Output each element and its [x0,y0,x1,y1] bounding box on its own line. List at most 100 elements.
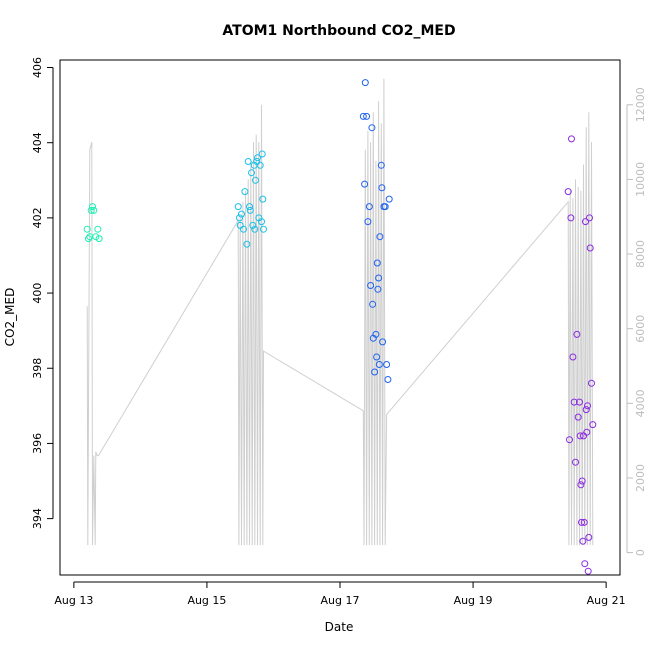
data-point [378,184,386,192]
data-point [583,428,591,436]
data-point [373,259,381,267]
x-tick-label: Aug 19 [454,594,493,607]
y-left-tick-label: 404 [31,132,44,153]
data-point [251,225,259,233]
data-point [589,421,597,429]
plot-frame [59,59,621,576]
y-right-tick-label: 8000 [634,240,647,268]
data-point [381,203,389,211]
data-point [574,413,582,421]
data-point [234,203,242,211]
data-point [376,233,384,241]
data-point [365,203,373,211]
data-point [569,353,577,361]
data-point [87,206,95,214]
data-point [578,477,586,485]
data-point [566,436,573,444]
x-tick-label: Aug 13 [54,594,93,607]
data-point [258,150,266,158]
x-axis: Aug 13 Aug 15 Aug 17 Aug 19 Aug 21 [54,581,626,607]
data-point [582,406,590,414]
y-right-tick-label: 0 [634,549,647,556]
data-point [90,206,98,214]
data-point [379,338,387,346]
data-point [383,361,391,368]
data-point [85,235,92,243]
data-point [241,188,249,196]
data-point [584,402,591,410]
data-point [588,379,595,387]
data-point [371,368,379,376]
data-point [375,361,383,368]
data-point [95,235,103,243]
x-axis-label: Date [325,620,354,634]
data-point [244,158,252,165]
data-point [567,214,575,222]
y-left-tick-label: 402 [31,207,44,228]
data-point [361,79,369,87]
data-point [248,169,255,177]
data-point [578,518,585,526]
data-point [259,195,267,203]
data-point [564,188,572,196]
data-point [576,398,583,406]
y-right-tick-label: 2000 [634,464,647,492]
data-point [243,240,251,248]
data-point [361,180,369,188]
y-right-tick-label: 10000 [634,162,647,197]
data-point [368,124,376,132]
data-point [573,330,581,338]
y-left-tick-label: 406 [31,57,44,78]
data-point [582,218,589,226]
y-left-tick-label: 396 [31,433,44,454]
data-point [568,135,575,143]
plot-area [83,78,597,575]
data-point [581,560,589,568]
data-point [585,533,593,541]
y-right-tick-label: 12000 [634,87,647,122]
y-left-tick-label: 394 [31,508,44,529]
data-point [579,537,587,545]
data-point [570,398,578,406]
x-tick-label: Aug 21 [587,594,626,607]
data-point [238,210,245,218]
data-point [249,221,257,229]
data-point [256,161,264,169]
data-point [94,225,102,233]
series-4 [564,135,597,575]
data-point [374,285,382,293]
y-axis-label: CO2_MED [3,288,17,347]
x-tick-label: Aug 15 [187,594,226,607]
data-point [369,300,377,308]
data-point [577,481,585,489]
series-1 [83,203,103,243]
data-point [236,214,243,222]
data-point [83,225,91,233]
data-point [385,195,393,203]
y-right-tick-label: 6000 [634,315,647,343]
data-point [580,518,588,526]
data-point [375,274,383,282]
data-point [89,203,96,211]
data-point [252,176,259,184]
x-tick-label: Aug 17 [321,594,360,607]
data-point [572,458,579,466]
data-point [363,112,371,120]
series-3 [359,79,393,383]
data-point [258,218,265,226]
chart-title: ATOM1 Northbound CO2_MED [222,23,455,39]
data-point [364,218,372,226]
data-point [384,376,392,383]
y-axis-right: 0 2000 4000 6000 8000 10000 12000 [626,87,647,556]
data-point [246,206,254,214]
data-point [373,353,381,361]
data-point [260,225,267,233]
data-point [254,154,261,162]
series-2 [234,150,267,248]
data-point [240,225,247,233]
y-right-tick-label: 4000 [634,389,647,417]
data-point [584,567,592,575]
data-point [372,330,380,338]
data-point [367,282,375,289]
